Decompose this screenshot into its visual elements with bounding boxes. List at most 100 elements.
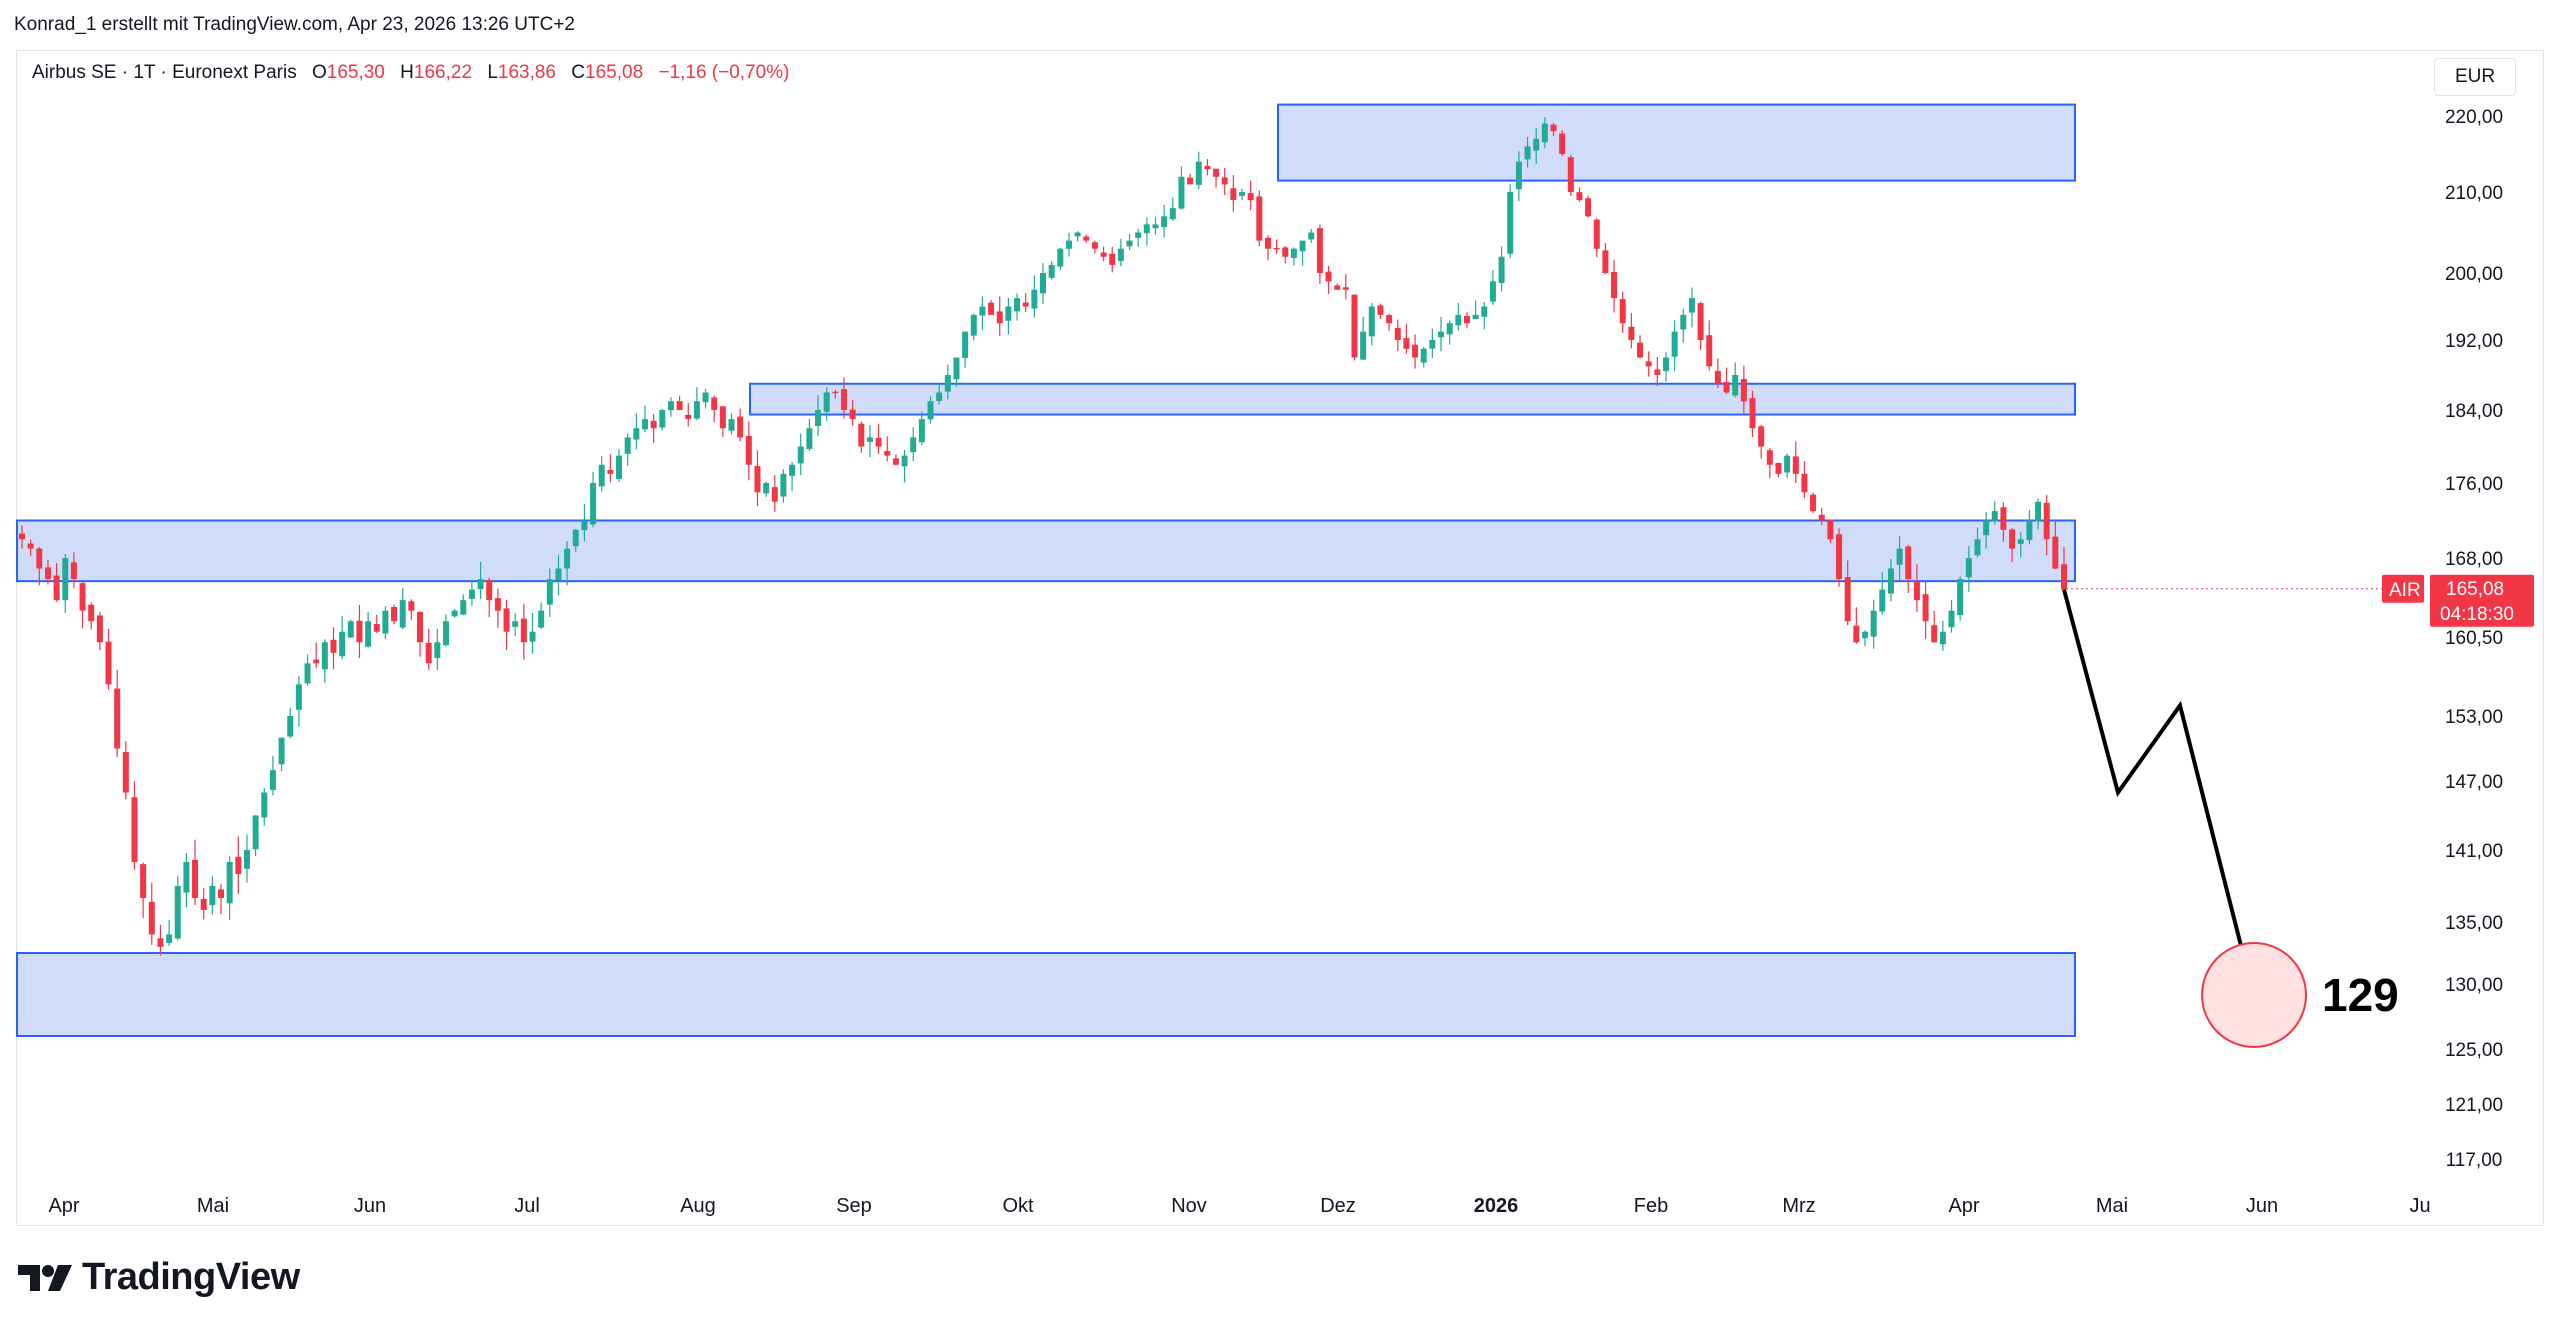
candle-body [399, 600, 406, 628]
candle-body [1438, 331, 1445, 338]
candle-body [2026, 520, 2033, 541]
candle-body [330, 639, 337, 653]
candle-body [953, 357, 960, 380]
x-axis-tick-label: Dez [1320, 1195, 1356, 1217]
candle-body [1256, 196, 1263, 241]
candle-body [1117, 248, 1124, 262]
candle-body [1810, 494, 1817, 512]
y-axis-tick-label: 168,00 [2445, 549, 2503, 570]
candle-body [1472, 314, 1479, 320]
candle-body [607, 469, 614, 474]
candle-body [529, 631, 536, 642]
candle-body [19, 533, 25, 540]
candle-body [1282, 247, 1289, 257]
candle-body [1308, 232, 1315, 240]
candle-body [1342, 287, 1349, 290]
tradingview-logo-icon [18, 1264, 72, 1291]
candle-body [1100, 252, 1107, 257]
candle-body [1239, 192, 1246, 196]
candle-body [711, 397, 718, 410]
price-tag: AIR 165,08 04:18:30 [2382, 574, 2534, 627]
x-axis-tick-label: Feb [1634, 1195, 1668, 1217]
candle-body [1905, 546, 1912, 580]
candle-body [667, 401, 674, 411]
x-axis-tick-label: Mai [197, 1195, 229, 1217]
y-axis-tick-label: 184,00 [2445, 401, 2503, 422]
candle-body [1628, 326, 1635, 340]
candle-body [1662, 357, 1669, 372]
candle-body [295, 684, 302, 710]
candle-body [1991, 511, 1998, 522]
candle-body [944, 375, 951, 392]
candle-body [1766, 450, 1773, 465]
currency-button[interactable]: EUR [2434, 58, 2516, 96]
candle-body [88, 604, 95, 622]
candle-body [486, 580, 493, 601]
candle-body [1697, 303, 1704, 340]
candle-body [1135, 232, 1142, 238]
support-resistance-zone[interactable] [16, 519, 2076, 583]
support-resistance-zone[interactable] [749, 382, 2076, 416]
close-value: 165,08 [585, 62, 644, 83]
candle-body [53, 575, 60, 601]
candle-body [1939, 631, 1946, 645]
y-axis-tick-label: 130,00 [2445, 975, 2503, 996]
candle-body [1057, 248, 1064, 267]
candle-body [1169, 208, 1176, 220]
candle-body [676, 401, 683, 410]
candle-body [321, 642, 328, 670]
chart-frame[interactable] [16, 50, 2544, 1226]
candle-body [1083, 236, 1090, 241]
candle-body [1481, 306, 1488, 317]
candle-body [892, 458, 899, 465]
symbol-name[interactable]: Airbus SE · 1T · Euronext Paris [32, 62, 297, 83]
candle-body [1524, 146, 1531, 160]
open-value: 165,30 [326, 62, 385, 83]
candle-body [1161, 216, 1168, 228]
symbol-legend: Airbus SE · 1T · Euronext Paris O165,30 … [32, 62, 789, 84]
candle-body [815, 410, 822, 426]
candle-body [1879, 589, 1886, 612]
support-resistance-zone[interactable] [1277, 103, 2076, 182]
candle-body [1922, 594, 1929, 622]
candle-body [598, 464, 605, 487]
candle-body [1178, 176, 1185, 209]
candle-body [1861, 631, 1868, 639]
candle-body [183, 862, 190, 893]
candle-body [287, 716, 294, 737]
candle-body [1489, 281, 1496, 302]
high-value: 166,22 [413, 62, 473, 83]
candle-body [1005, 306, 1012, 321]
candle-body [373, 623, 380, 632]
candle-body [1420, 348, 1427, 363]
support-resistance-zone[interactable] [16, 952, 2076, 1037]
candle-body [200, 898, 207, 910]
candle-body [1126, 240, 1133, 247]
candle-body [918, 419, 925, 443]
candle-body [1723, 382, 1730, 393]
candle-body [1515, 161, 1522, 190]
candle-body [382, 610, 389, 634]
y-axis-tick-label: 117,00 [2446, 1150, 2503, 1171]
candle-body [1152, 224, 1159, 229]
x-axis-tick-label: Ju [2409, 1195, 2430, 1217]
candle-body [1931, 625, 1938, 643]
candle-body [27, 543, 34, 549]
candle-body [2061, 564, 2067, 590]
x-axis-tick-label: Jun [2246, 1195, 2278, 1217]
candle-body [1853, 625, 1860, 643]
candle-body [1040, 273, 1046, 294]
candle-body [1827, 519, 1834, 540]
candle-body [1541, 123, 1548, 143]
tradingview-logo[interactable]: TradingView [18, 1256, 300, 1299]
candle-body [1143, 224, 1150, 234]
candle-body [1706, 335, 1713, 367]
candle-body [1550, 124, 1557, 132]
candle-body [702, 392, 709, 403]
candle-body [2052, 536, 2059, 569]
candle-body [1957, 579, 1964, 616]
candle-body [555, 568, 562, 581]
candle-body [572, 529, 579, 547]
candle-body [96, 615, 103, 643]
